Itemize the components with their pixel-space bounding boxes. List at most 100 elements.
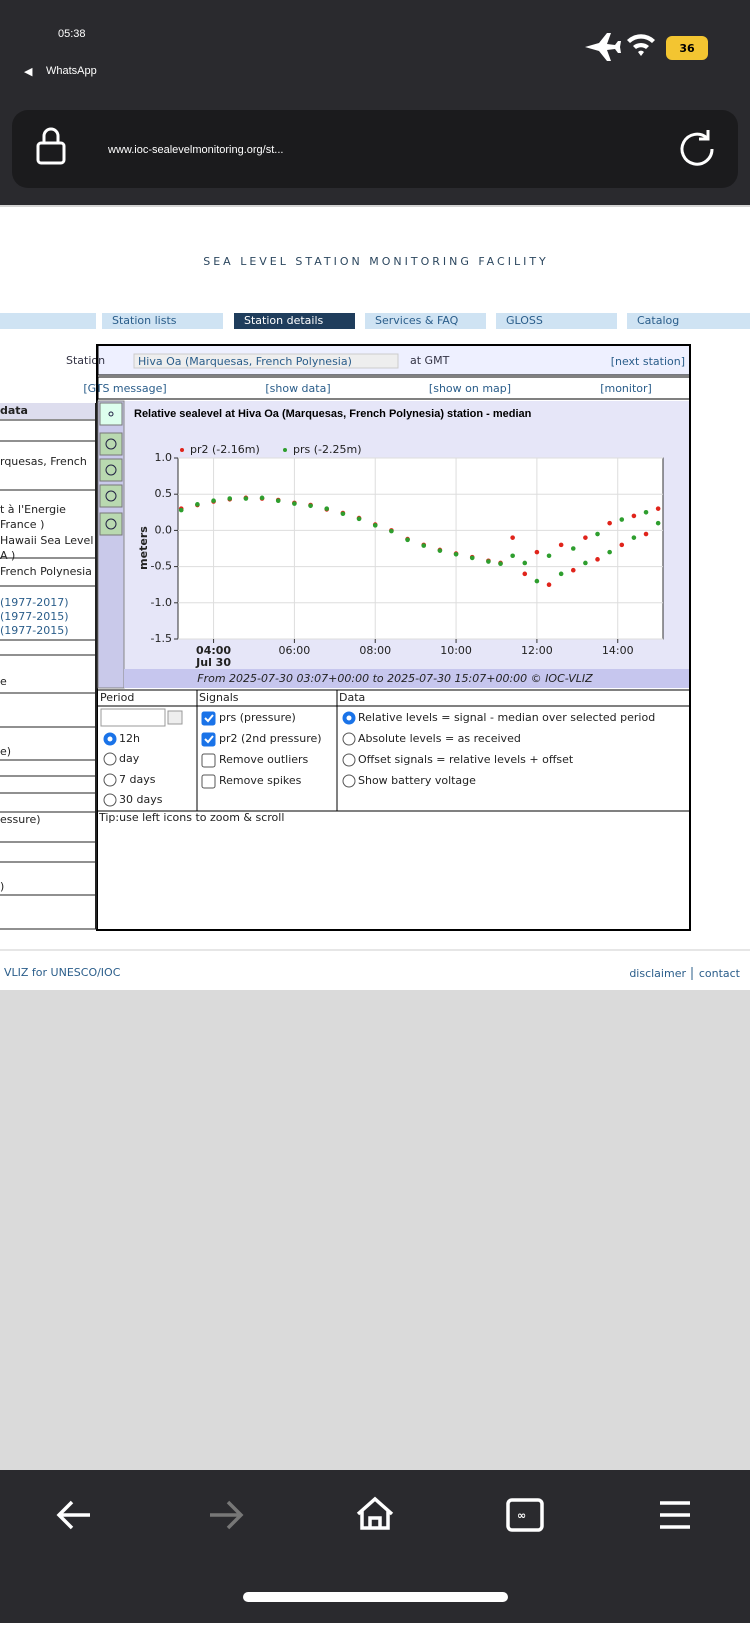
data-option[interactable]: Absolute levels = as received [358,732,521,745]
nav-tab[interactable] [102,313,223,329]
signal-option[interactable]: Remove outliers [219,753,309,766]
data-point [558,571,564,577]
radio[interactable] [103,773,117,787]
nav-tab[interactable] [627,313,750,329]
link[interactable]: [show on map] [429,382,511,395]
radio[interactable] [342,753,356,767]
tool-button[interactable] [99,484,123,508]
data-point [607,520,612,526]
data-point [546,582,552,587]
x-tick-label: 06:00 [279,644,311,657]
radio[interactable] [342,732,356,746]
data-point [510,535,515,540]
data-point [546,553,552,559]
checkbox[interactable] [201,711,216,726]
signal-option[interactable]: prs (pressure) [219,711,296,724]
data-point [275,498,281,504]
column-title: Signals [199,691,239,704]
tool-button[interactable] [99,402,123,426]
footer-credit[interactable]: VLIZ for UNESCO/IOC [4,966,121,979]
data-option[interactable]: Relative levels = signal - median over s… [358,711,655,724]
nav-tab[interactable] [496,313,617,329]
y-tick-label: 0.5 [155,487,173,500]
period-option[interactable]: 12h [119,732,140,745]
url-bar[interactable] [12,110,738,188]
data-point [437,548,443,553]
tool-glyph [108,411,114,417]
sidebar-text: e) [0,745,11,758]
sidebar-text: (1977-2015) [0,624,69,637]
data-point [308,503,313,509]
tool-glyph [105,438,117,450]
nav-tab [0,313,96,329]
radio[interactable] [103,752,117,766]
checkbox[interactable] [201,732,216,747]
sidebar-text: essure) [0,813,41,826]
sidebar-text: rquesas, French [0,455,87,468]
signal-option[interactable]: Remove spikes [219,774,302,787]
data-point [292,501,297,506]
link[interactable]: [show data] [265,382,330,395]
data-point [243,496,249,501]
y-tick-label: 0.0 [155,523,173,536]
data-point [405,537,410,543]
url[interactable]: www.ioc-sealevelmonitoring.org/st... [107,144,283,156]
plot-area [177,457,664,640]
caption-bar [124,669,689,688]
link[interactable]: [GTS message] [83,382,166,395]
y-tick-label: 1.0 [155,451,173,464]
signal-option[interactable]: pr2 (2nd pressure) [219,732,322,745]
y-tick-label: -1.0 [151,596,172,609]
data-point [631,535,637,540]
y-tick-label: -1.5 [151,632,172,645]
data-point [631,513,637,519]
station-select-value[interactable]: Hiva Oa (Marquesas, French Polynesia) [138,355,352,368]
radio[interactable] [103,793,117,807]
footer-link[interactable]: disclaimer [629,967,686,980]
legend-label: pr2 (-2.16m) [190,443,260,456]
nav-tab-label[interactable]: Services & FAQ [375,314,459,327]
nav-tab-label[interactable]: Catalog [637,314,679,327]
period-option[interactable]: day [119,752,140,765]
data-point [619,517,625,522]
calendar-button[interactable] [167,710,183,725]
radio[interactable] [342,774,356,788]
x-tick-label: 12:00 [521,644,553,657]
data-point [421,543,427,548]
checkbox[interactable] [201,753,216,768]
date-input[interactable] [100,708,166,727]
data-point [570,567,576,573]
next-station[interactable]: [next station] [611,355,685,368]
data-option[interactable]: Offset signals = relative levels + offse… [358,753,574,766]
data-point [583,560,588,566]
data-point [655,520,661,526]
lock-icon [36,127,66,165]
data-point [643,510,649,515]
nav-tab-label[interactable]: Station lists [112,314,177,327]
back-arrow[interactable]: ◀ [24,65,33,78]
checkbox[interactable] [201,774,216,789]
nav-tab-label[interactable]: GLOSS [506,314,543,327]
back-app[interactable]: WhatsApp [46,65,97,77]
nav-tab[interactable] [234,313,355,329]
link[interactable]: [monitor] [600,382,652,395]
check [204,735,214,744]
reload-icon[interactable] [680,130,714,166]
tool-button[interactable] [99,512,123,536]
nav-tab[interactable] [365,313,486,329]
data-option[interactable]: Show battery voltage [358,774,476,787]
tool-button[interactable] [99,432,123,456]
battery [666,36,708,60]
station-select[interactable] [133,353,399,369]
nav-tab-label[interactable]: Station details [244,314,324,327]
column-title: Period [100,691,134,704]
data-point [534,549,540,555]
sidebar-text: t à l'Energie [0,503,66,516]
nav-icons[interactable] [56,1496,690,1532]
data-point [469,555,475,561]
tool-button[interactable] [99,458,123,482]
period-option[interactable]: 30 days [119,793,163,806]
sidebar-text: France ) [0,518,44,531]
footer-link[interactable]: contact [699,967,741,980]
period-option[interactable]: 7 days [119,773,156,786]
